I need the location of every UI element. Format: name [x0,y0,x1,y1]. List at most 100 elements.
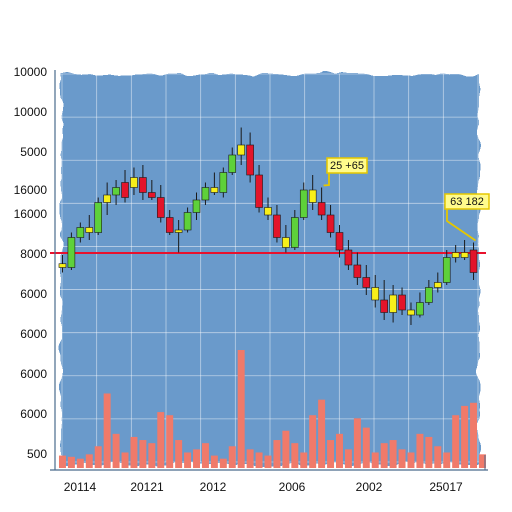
candle [344,240,353,270]
volume-bar [148,443,156,468]
candle [219,167,228,198]
volume-bar [121,452,129,468]
volume-bar [380,443,388,468]
candle [228,147,237,175]
candle [469,242,478,280]
volume-bar [94,446,102,468]
volume-bar [193,449,200,468]
volume-bar [85,454,93,468]
callout-pointer [446,209,477,242]
candle [67,232,76,270]
x-tick-label: 25017 [429,480,463,494]
volume-bar [67,456,75,468]
candle [192,192,201,220]
candle [335,225,344,258]
candle [165,210,174,235]
candle-body [398,294,406,311]
candle [416,292,424,318]
axes [50,70,488,471]
volume-bar [291,443,299,468]
candle-body [291,217,299,248]
y-tick-label: 6000 [20,367,47,381]
candle-body [201,187,210,201]
candle-body [282,237,290,248]
candle [407,302,415,325]
candle [460,240,469,260]
y-tick-label: 16000 [14,183,48,197]
candle-body [389,294,397,313]
volume-bar [389,440,397,468]
volume-bar [300,452,308,468]
volume-bar [255,452,263,468]
candle-body [94,202,102,233]
candle [273,205,281,243]
volume-bar [282,430,290,468]
candle [183,207,192,233]
x-tick-label: 2002 [356,480,383,494]
volume-bar [237,350,245,468]
annotation-callout: 25 +65 [323,157,368,187]
callout-pointer [323,173,330,187]
candle-body [460,252,469,258]
candle-body [264,207,272,216]
candle [130,167,138,195]
callout-box [326,157,368,174]
volume-bar [344,449,352,468]
volume-bars [58,350,486,468]
y-tick-label: 10000 [14,105,48,119]
volume-bar [210,455,218,468]
candle-body [255,174,263,208]
candle [246,132,254,183]
annotation-callout: 63 182 [444,193,490,242]
volume-bar [184,452,192,468]
candle [371,275,380,308]
candle [210,172,219,195]
candle-body [85,227,94,233]
candle-body [380,299,388,313]
y-tick-labels: 10000 10000 5000 16000 16000 8000 6000 6000 6000… [14,65,48,461]
volume-bar [264,455,272,468]
candle [317,187,326,220]
volume-bar [175,440,183,468]
candle-body [299,189,308,218]
candle-body [139,177,147,193]
candle [148,180,156,200]
volume-bar [452,415,460,468]
x-tick-label: 20121 [130,480,164,494]
candle [139,165,147,200]
volume-bar [139,440,147,468]
candle-body [148,192,156,198]
volume-bar [371,452,379,468]
candle-body [165,217,174,233]
candle [425,280,433,305]
candle [389,285,397,323]
candle-body [183,212,192,231]
volume-bar [398,449,406,468]
x-tick-labels: 20114 20121 2012 2006 2002 25017 [64,480,463,494]
candle-body [451,252,460,258]
volume-bar [327,440,335,468]
candle [380,280,388,320]
candle-body [237,144,245,156]
volume-bar [309,415,317,468]
x-tick-label: 2006 [279,480,306,494]
volume-bar [443,452,451,468]
candle-body [228,154,237,173]
candle-body [130,177,138,188]
callout-label: 63 182 [450,196,484,208]
candle-body [425,287,433,303]
candle [121,170,129,203]
grid [60,73,480,463]
candle-body [308,189,317,203]
candle [434,272,442,293]
candle [103,182,111,215]
candle-body [335,232,344,251]
candle [326,205,335,238]
candle-body [362,277,371,288]
candle-body [219,172,228,193]
candle-body [326,214,335,233]
candle-body [67,237,76,268]
candle-body [407,309,415,316]
volume-bar [470,402,478,468]
